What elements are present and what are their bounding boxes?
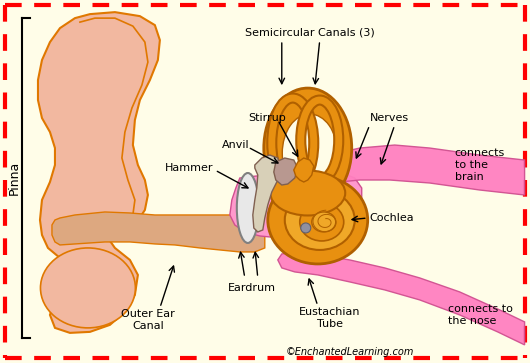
Text: Hammer: Hammer	[165, 163, 214, 173]
Text: connects to
the nose: connects to the nose	[448, 304, 513, 326]
Polygon shape	[274, 158, 298, 185]
Text: Stirrup: Stirrup	[248, 113, 286, 123]
Text: Eardrum: Eardrum	[228, 283, 276, 293]
Ellipse shape	[40, 248, 135, 328]
Ellipse shape	[270, 171, 345, 216]
Ellipse shape	[300, 203, 344, 241]
Ellipse shape	[268, 176, 368, 264]
Circle shape	[301, 223, 311, 233]
Polygon shape	[253, 155, 280, 232]
Text: connects
to the
brain: connects to the brain	[455, 148, 505, 182]
Ellipse shape	[282, 114, 337, 192]
Polygon shape	[294, 158, 314, 182]
Ellipse shape	[264, 88, 352, 208]
Text: ©EnchantedLearning.com: ©EnchantedLearning.com	[286, 347, 414, 357]
Polygon shape	[325, 145, 525, 195]
Text: Eustachian
Tube: Eustachian Tube	[299, 307, 360, 329]
Text: Pinna: Pinna	[7, 161, 21, 195]
Polygon shape	[52, 212, 265, 252]
Text: Outer Ear
Canal: Outer Ear Canal	[121, 309, 175, 331]
Polygon shape	[38, 12, 160, 333]
Ellipse shape	[285, 190, 355, 250]
Ellipse shape	[312, 212, 335, 232]
Text: Semicircular Canals (3): Semicircular Canals (3)	[245, 27, 375, 37]
Polygon shape	[230, 170, 361, 238]
Text: Anvil: Anvil	[222, 140, 250, 150]
Text: Nerves: Nerves	[370, 113, 409, 123]
Ellipse shape	[237, 173, 259, 243]
Polygon shape	[278, 252, 525, 345]
Text: Cochlea: Cochlea	[370, 213, 414, 223]
